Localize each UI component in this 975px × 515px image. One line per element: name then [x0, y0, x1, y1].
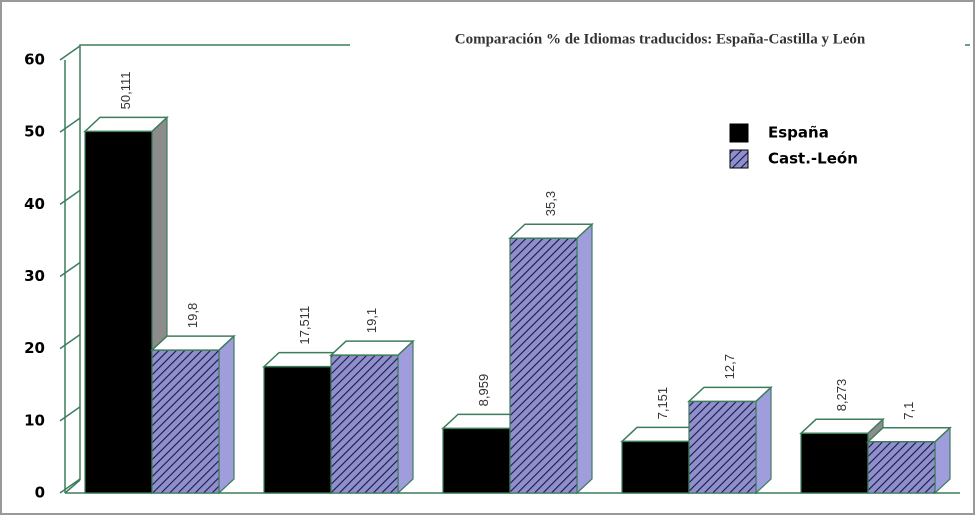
- tick-mark: [59, 45, 81, 61]
- bar-top: [866, 427, 952, 443]
- bar-top: [508, 223, 594, 240]
- bar-top: [799, 418, 885, 435]
- bar-top: [687, 386, 773, 403]
- tick-mark: [59, 117, 81, 133]
- value-label: 7,1: [901, 402, 916, 420]
- chart-title: Comparación % de Idiomas traducidos: Esp…: [455, 31, 866, 47]
- bar: [84, 130, 153, 494]
- y-tick-label: 60: [24, 51, 45, 69]
- tick-mark: [59, 334, 81, 350]
- tick-mark: [59, 478, 81, 494]
- value-label: 35,3: [543, 191, 558, 216]
- value-label: 19,8: [185, 303, 200, 328]
- title-bg: [350, 30, 965, 52]
- y-tick-label: 20: [24, 339, 45, 357]
- value-label: 19,1: [364, 308, 379, 333]
- bar: [621, 440, 690, 494]
- tick-mark: [59, 406, 81, 422]
- bar-top: [83, 116, 169, 133]
- y-tick-label: 50: [24, 123, 45, 141]
- bar: [800, 432, 869, 494]
- legend-swatch: [729, 149, 749, 169]
- bar-top: [150, 335, 236, 351]
- y-tick-label: 30: [24, 267, 45, 285]
- value-label: 17,511: [297, 306, 312, 345]
- bar-side: [755, 385, 772, 495]
- legend-label: Cast.-León: [768, 150, 858, 168]
- value-label: 7,151: [655, 387, 670, 420]
- y-tick-label: 40: [24, 195, 45, 213]
- bar: [867, 441, 936, 494]
- bar: [688, 400, 757, 494]
- bar: [442, 427, 511, 494]
- tick-mark: [59, 189, 81, 205]
- bar-side: [218, 334, 235, 495]
- tick-mark: [59, 261, 81, 278]
- value-label: 12,7: [722, 354, 737, 379]
- value-label: 50,111: [118, 72, 133, 110]
- y-tick-label: 0: [35, 484, 45, 502]
- bar-side: [576, 222, 593, 495]
- bar: [263, 366, 332, 494]
- bar: [151, 349, 220, 494]
- value-label: 8,273: [834, 379, 849, 412]
- bar-top: [329, 340, 415, 356]
- y-tick-label: 10: [24, 411, 45, 429]
- bar-side: [397, 339, 414, 495]
- bar: [330, 354, 399, 494]
- legend-swatch: [729, 123, 749, 143]
- value-label: 8,959: [476, 374, 491, 407]
- bar: [509, 237, 578, 494]
- legend-label: España: [768, 124, 829, 142]
